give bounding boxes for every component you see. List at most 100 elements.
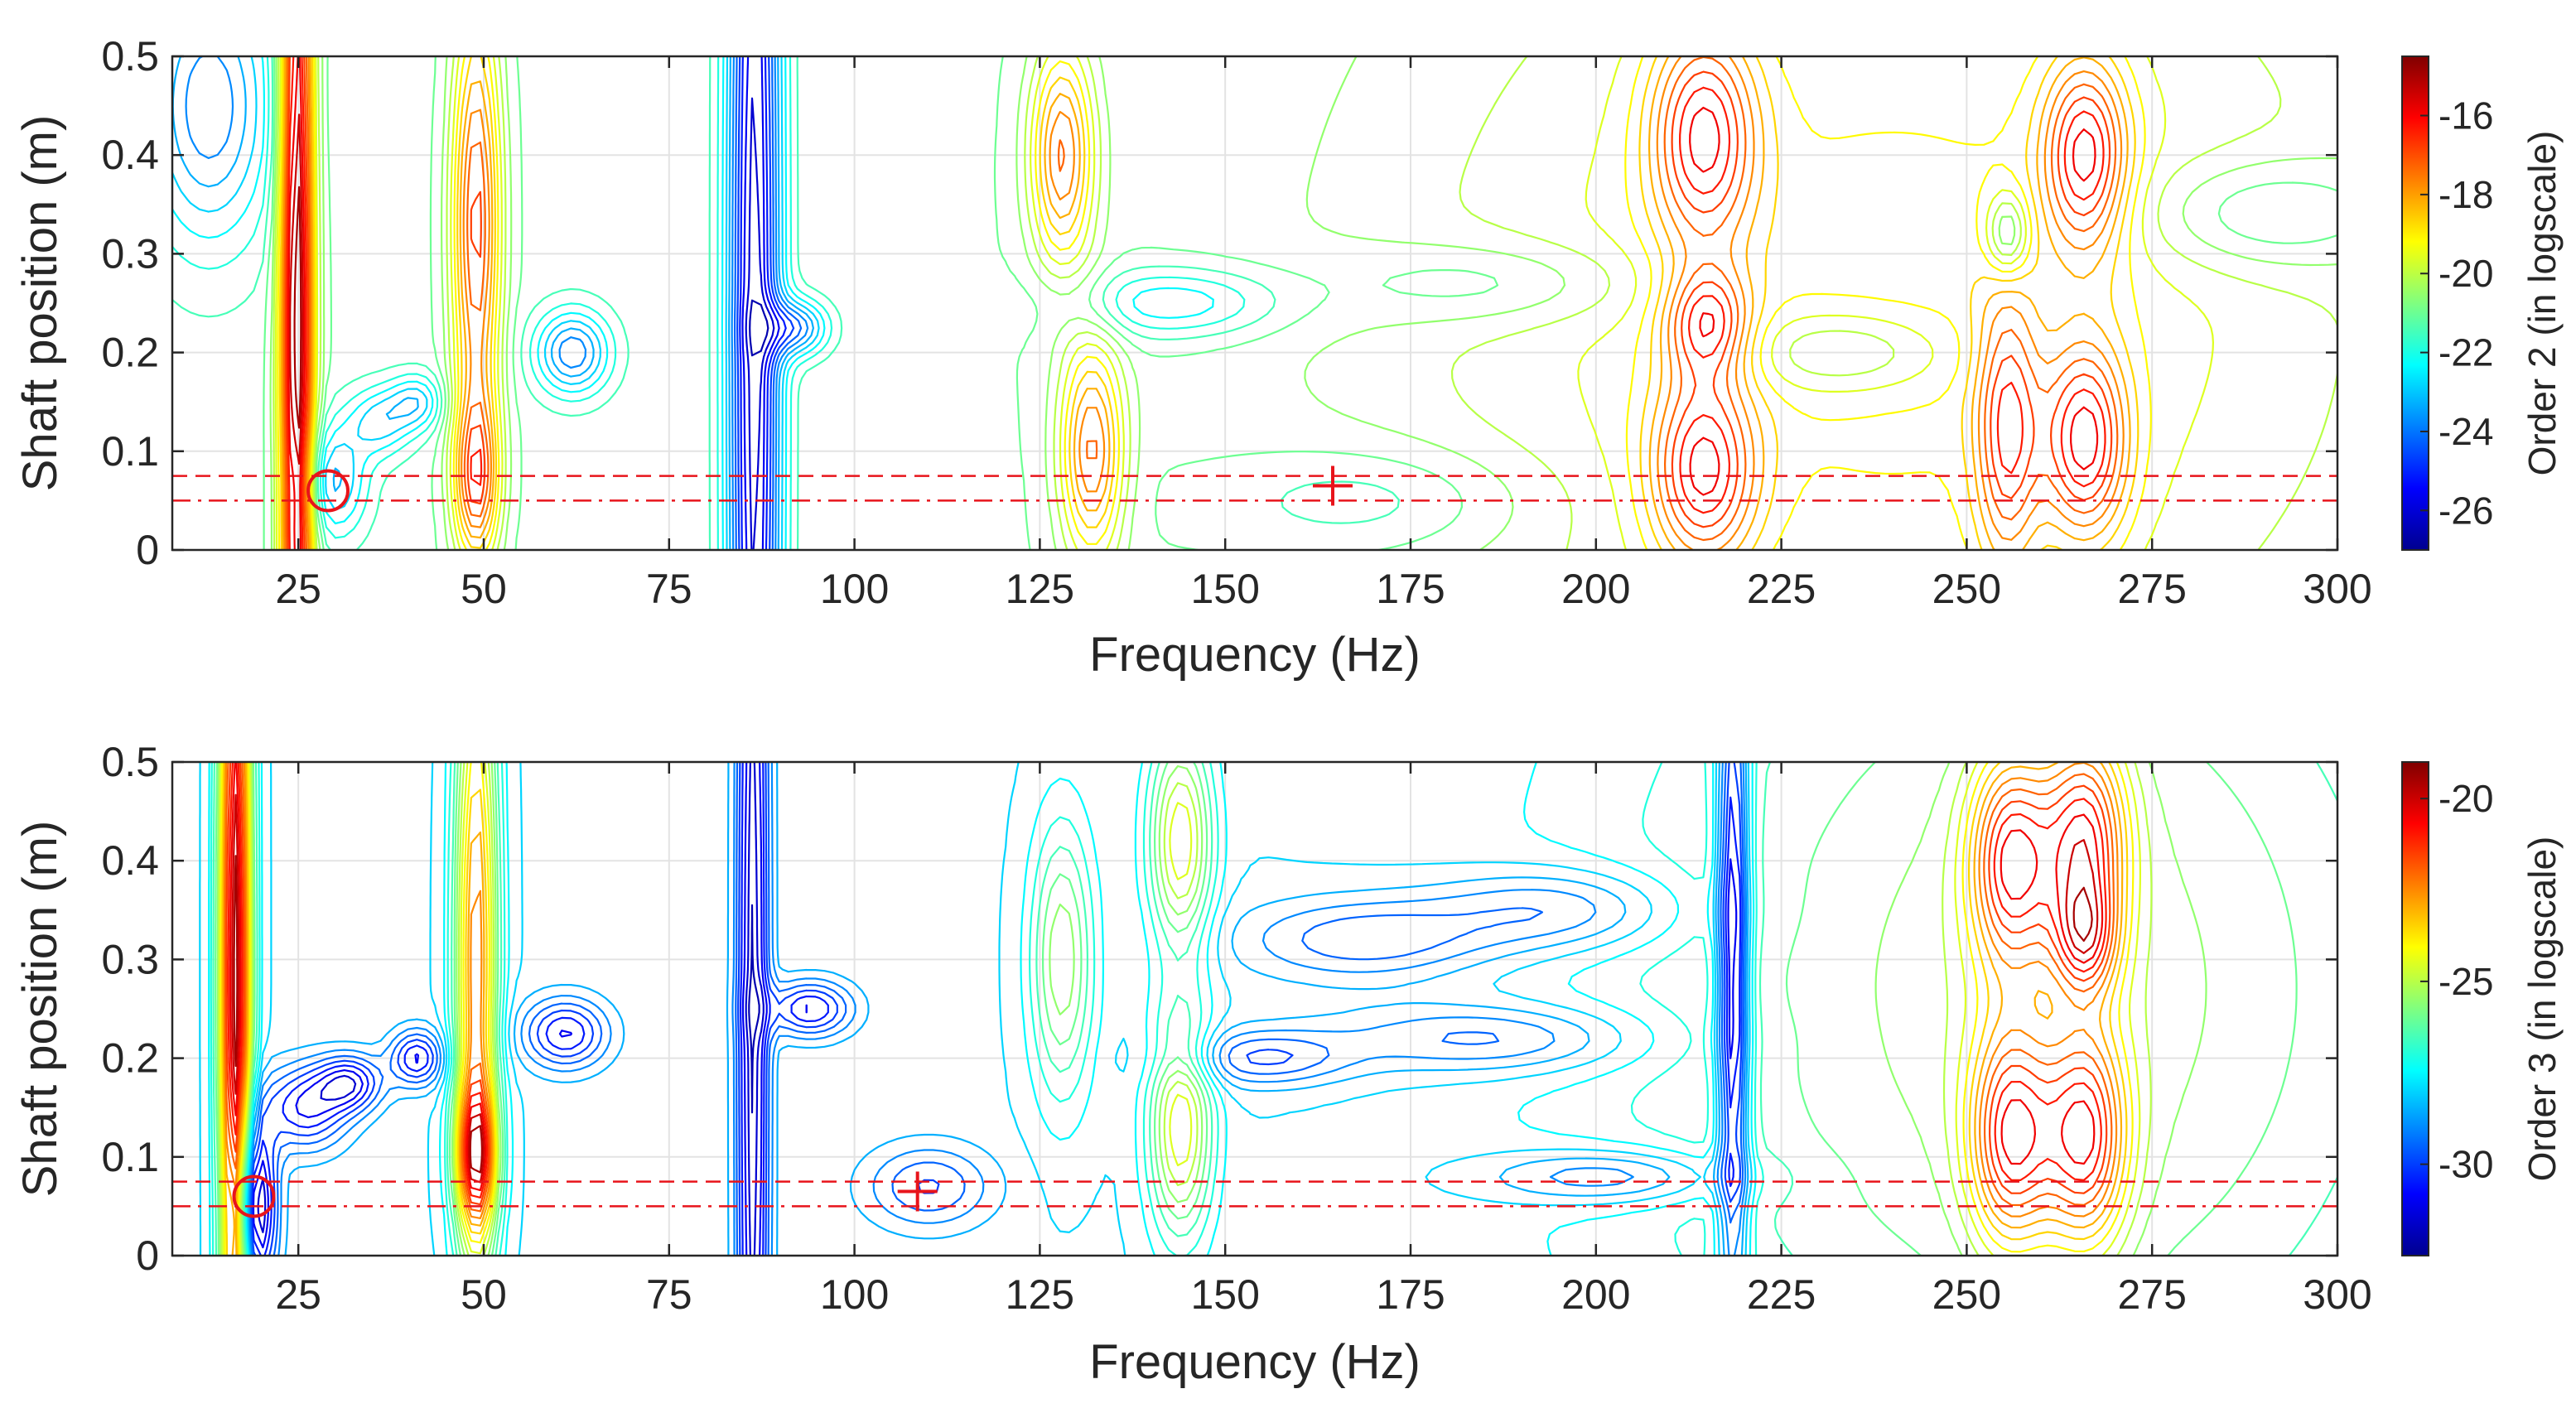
x-tick-label: 175 (1376, 566, 1445, 612)
contour-line (249, 762, 1745, 1256)
x-tick-label: 225 (1747, 566, 1816, 612)
y-axis-label-order-3: Shaft position (m) (13, 821, 67, 1198)
y-tick-label: 0.1 (101, 428, 159, 475)
y-tick-label: 0.5 (101, 33, 159, 80)
contour-line (293, 186, 302, 429)
contour-line (224, 762, 2115, 1213)
marker-plus (897, 1171, 938, 1212)
contour-line (172, 56, 820, 550)
axes-frame-order-3 (171, 760, 2339, 1257)
contour-line (222, 762, 2124, 1256)
y-tick-label: 0.5 (101, 739, 159, 785)
x-tick-label: 50 (461, 1271, 507, 1318)
x-tick-label: 100 (820, 566, 889, 612)
x-tick-label: 300 (2303, 1271, 2371, 1318)
y-tick-label: 0 (136, 1232, 159, 1279)
contour-line (215, 762, 2298, 1256)
x-tick-label: 125 (1006, 1271, 1074, 1318)
marker-plus (1313, 465, 1353, 506)
contour-line (734, 56, 803, 550)
contour-line (280, 56, 2131, 550)
contour-line (285, 56, 2113, 550)
y-tick-label: 0.1 (101, 1134, 159, 1180)
contour-line (212, 762, 2337, 1256)
colorbar-tick-label: -22 (2439, 331, 2493, 374)
y-ticks-order-2: 0 0.1 0.2 0.3 0.4 0.5 (101, 33, 2337, 573)
colorbar-label-order-3: Order 3 (in logscale) (2521, 837, 2564, 1182)
contour-line (251, 762, 1742, 1256)
contour-line (223, 762, 2119, 1219)
x-tick-label: 250 (1932, 566, 2001, 612)
y-tick-label: 0 (136, 527, 159, 573)
contour-line (172, 56, 1400, 550)
colorbar-scale-order-2 (2401, 55, 2429, 551)
contour-line (216, 762, 2207, 1256)
contour-line (274, 56, 2214, 550)
contour-line (748, 904, 760, 1114)
contour-line (219, 762, 2141, 1256)
contour-line (248, 762, 1748, 1256)
x-tick-label: 150 (1190, 1271, 1259, 1318)
contour-line (208, 762, 1757, 1256)
x-tick-label: 225 (1747, 1271, 1816, 1318)
plot-area-order-2 (172, 56, 2337, 550)
x-tick-label: 300 (2303, 566, 2371, 612)
colorbar-tick-label: -26 (2439, 489, 2493, 532)
y-tick-label: 0.4 (101, 837, 159, 884)
x-tick-label: 125 (1006, 566, 1074, 612)
contour-line (286, 56, 2106, 550)
contour-line (749, 299, 769, 357)
colorbar-tick-label: -24 (2439, 410, 2493, 453)
contour-line (229, 762, 2104, 1192)
contour-line (233, 855, 2093, 1174)
x-tick-label: 175 (1376, 1271, 1445, 1318)
contour-line (247, 762, 1749, 1256)
colorbar-scale-order-3 (2401, 761, 2429, 1256)
panel-order-2: 25 50 75 100 125 150 175 200 225 250 275 300 0 0.1 0.… (13, 33, 2564, 682)
y-axis-label-order-2: Shaft position (m) (13, 115, 67, 492)
contour-line (172, 56, 1246, 550)
contour-line (172, 56, 1214, 550)
x-ticks-order-3: 25 50 75 100 125 150 175 200 225 250 275 300 (275, 762, 2372, 1318)
contour-line (269, 56, 2337, 550)
x-tick-label: 250 (1932, 1271, 2001, 1318)
y-tick-label: 0.2 (101, 1035, 159, 1082)
contour-line (250, 762, 1744, 1256)
contour-line (185, 56, 809, 550)
y-tick-label: 0.2 (101, 330, 159, 376)
y-tick-label: 0.3 (101, 230, 159, 277)
x-tick-label: 200 (1561, 566, 1630, 612)
contour-line (210, 762, 1764, 1256)
contour-line (221, 762, 2129, 1256)
x-tick-label: 150 (1190, 566, 1259, 612)
colorbar-tick-label: -30 (2439, 1143, 2493, 1186)
marker-circle (306, 469, 350, 513)
contour-line (263, 56, 2337, 550)
contour-line (278, 56, 2139, 550)
x-tick-label: 75 (646, 566, 692, 612)
contour-lines-order-2 (172, 56, 2337, 550)
contour-line (736, 56, 795, 550)
colorbar-tick-label: -25 (2439, 960, 2493, 1003)
x-tick-label: 25 (275, 566, 321, 612)
colorbar-tick-label: -16 (2439, 94, 2493, 137)
marker-circle (232, 1174, 276, 1218)
contour-line (252, 762, 1738, 1256)
x-axis-label-order-3: Frequency (Hz) (1089, 1335, 1421, 1389)
x-tick-label: 275 (2117, 1271, 2186, 1318)
colorbar-ticks-order-2: -26 -24 -22 -20 -18 -16 (2420, 94, 2493, 532)
x-tick-label: 200 (1561, 1271, 1630, 1318)
x-tick-label: 100 (820, 1271, 889, 1318)
x-tick-label: 75 (646, 1271, 692, 1318)
markers-order-3 (232, 1171, 938, 1218)
panel-order-3: 25 50 75 100 125 150 175 200 225 250 275 300 0 0.1 0.… (13, 739, 2564, 1389)
contour-line (219, 762, 2135, 1256)
colorbar-tick-label: -20 (2439, 777, 2493, 820)
contour-line (172, 56, 814, 550)
y-tick-label: 0.4 (101, 132, 159, 178)
contour-line (227, 762, 2107, 1198)
x-tick-label: 275 (2117, 566, 2186, 612)
contour-line (277, 56, 2152, 550)
colorbar-tick-label: -18 (2439, 173, 2493, 216)
